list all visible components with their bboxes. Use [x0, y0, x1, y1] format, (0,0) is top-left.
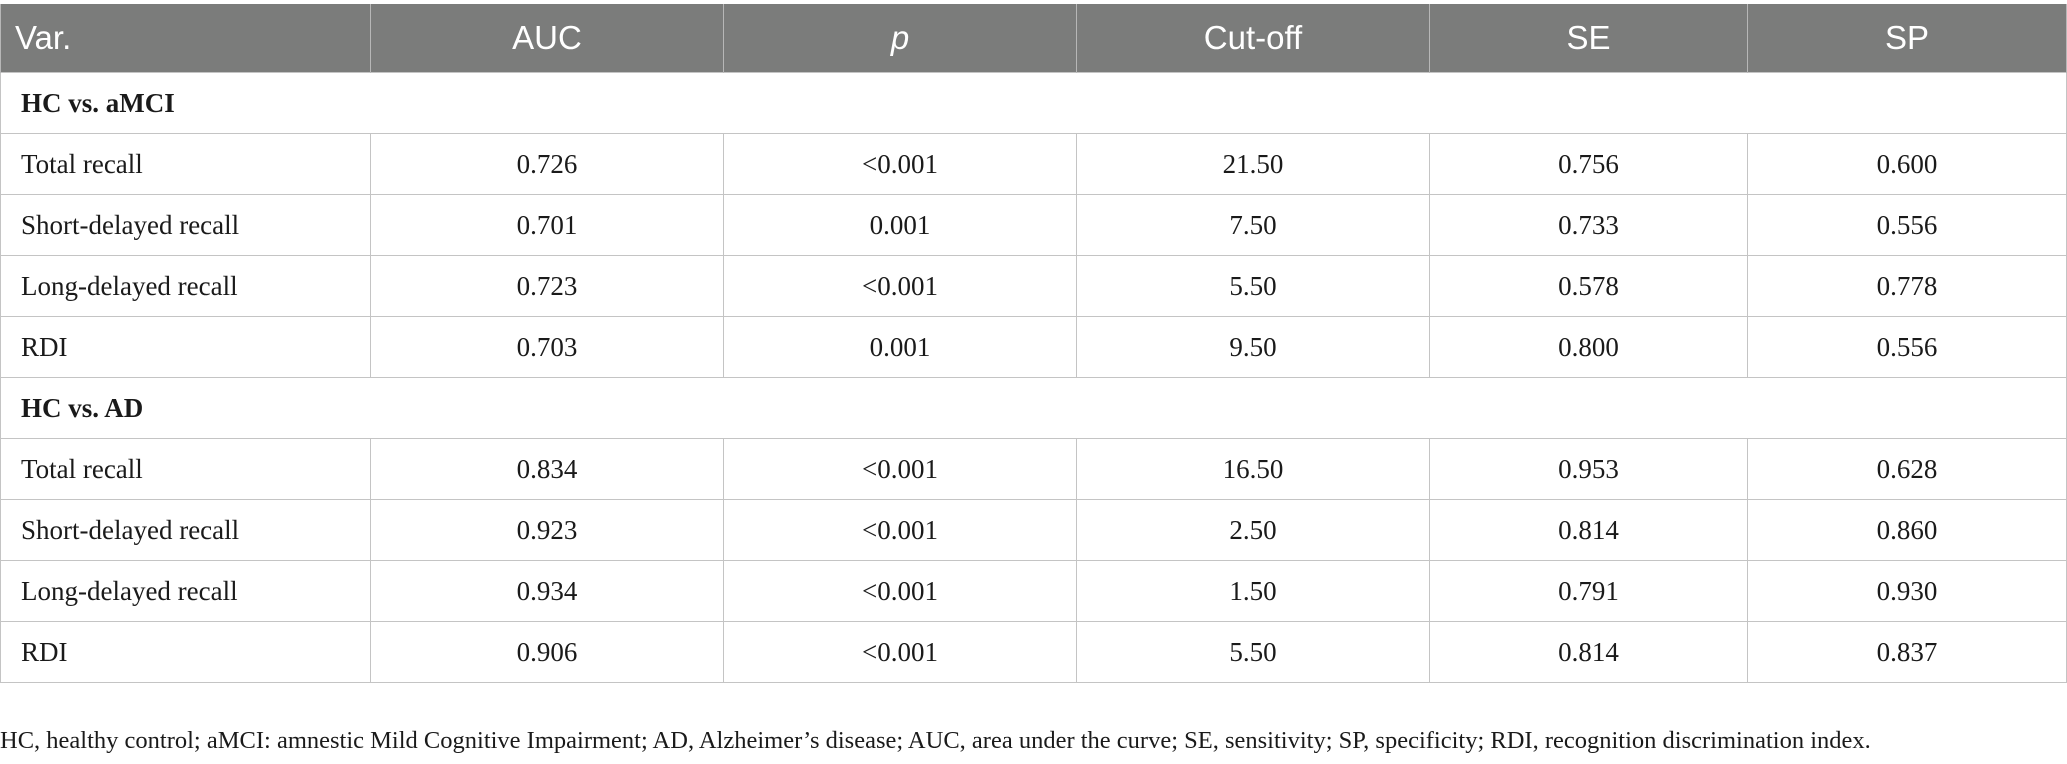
- cell-cutoff: 9.50: [1076, 316, 1430, 378]
- table-row: Long-delayed recall 0.934 <0.001 1.50 0.…: [0, 560, 2067, 622]
- roc-results-table: Var. AUC p Cut-off SE SP HC vs. aMCI Tot…: [0, 4, 2067, 683]
- table-row: Total recall 0.726 <0.001 21.50 0.756 0.…: [0, 133, 2067, 195]
- header-var: Var.: [0, 4, 371, 73]
- cell-var: RDI: [0, 621, 371, 683]
- cell-se: 0.814: [1429, 621, 1748, 683]
- header-se: SE: [1429, 4, 1748, 73]
- group-header-row: HC vs. aMCI: [0, 72, 2067, 134]
- cell-sp: 0.837: [1747, 621, 2067, 683]
- header-p: p: [723, 4, 1077, 73]
- cell-sp: 0.778: [1747, 255, 2067, 317]
- cell-cutoff: 5.50: [1076, 621, 1430, 683]
- table-header: Var. AUC p Cut-off SE SP: [0, 4, 2067, 73]
- cell-sp: 0.860: [1747, 499, 2067, 561]
- results-table-container: Var. AUC p Cut-off SE SP HC vs. aMCI Tot…: [0, 4, 2067, 683]
- group-header-row: HC vs. AD: [0, 377, 2067, 439]
- cell-var: Total recall: [0, 438, 371, 500]
- table-row: RDI 0.906 <0.001 5.50 0.814 0.837: [0, 621, 2067, 683]
- cell-p: <0.001: [723, 560, 1077, 622]
- cell-se: 0.756: [1429, 133, 1748, 195]
- header-cutoff: Cut-off: [1076, 4, 1430, 73]
- cell-se: 0.800: [1429, 316, 1748, 378]
- cell-var: Long-delayed recall: [0, 560, 371, 622]
- table-row: Total recall 0.834 <0.001 16.50 0.953 0.…: [0, 438, 2067, 500]
- cell-auc: 0.726: [370, 133, 724, 195]
- cell-auc: 0.906: [370, 621, 724, 683]
- cell-cutoff: 5.50: [1076, 255, 1430, 317]
- group-label-hc-vs-ad: HC vs. AD: [0, 377, 2067, 439]
- cell-p: 0.001: [723, 316, 1077, 378]
- cell-se: 0.578: [1429, 255, 1748, 317]
- cell-p: <0.001: [723, 621, 1077, 683]
- cell-auc: 0.703: [370, 316, 724, 378]
- cell-auc: 0.701: [370, 194, 724, 256]
- cell-var: Short-delayed recall: [0, 194, 371, 256]
- table-row: RDI 0.703 0.001 9.50 0.800 0.556: [0, 316, 2067, 378]
- cell-cutoff: 21.50: [1076, 133, 1430, 195]
- cell-cutoff: 1.50: [1076, 560, 1430, 622]
- cell-p: <0.001: [723, 438, 1077, 500]
- cell-p: <0.001: [723, 255, 1077, 317]
- cell-cutoff: 16.50: [1076, 438, 1430, 500]
- cell-auc: 0.934: [370, 560, 724, 622]
- group-label-hc-vs-amci: HC vs. aMCI: [0, 72, 2067, 134]
- cell-p: <0.001: [723, 499, 1077, 561]
- cell-p: <0.001: [723, 133, 1077, 195]
- cell-var: Total recall: [0, 133, 371, 195]
- table-row: Short-delayed recall 0.701 0.001 7.50 0.…: [0, 194, 2067, 256]
- table-row: Long-delayed recall 0.723 <0.001 5.50 0.…: [0, 255, 2067, 317]
- cell-p: 0.001: [723, 194, 1077, 256]
- cell-sp: 0.556: [1747, 194, 2067, 256]
- cell-se: 0.733: [1429, 194, 1748, 256]
- table-footnote: HC, healthy control; aMCI: amnestic Mild…: [0, 727, 1871, 754]
- cell-var: RDI: [0, 316, 371, 378]
- cell-sp: 0.556: [1747, 316, 2067, 378]
- table-body: HC vs. aMCI Total recall 0.726 <0.001 21…: [0, 72, 2067, 683]
- cell-se: 0.814: [1429, 499, 1748, 561]
- cell-auc: 0.923: [370, 499, 724, 561]
- cell-se: 0.791: [1429, 560, 1748, 622]
- cell-var: Long-delayed recall: [0, 255, 371, 317]
- header-row: Var. AUC p Cut-off SE SP: [0, 4, 2067, 73]
- header-sp: SP: [1747, 4, 2067, 73]
- cell-sp: 0.930: [1747, 560, 2067, 622]
- cell-sp: 0.628: [1747, 438, 2067, 500]
- cell-var: Short-delayed recall: [0, 499, 371, 561]
- cell-sp: 0.600: [1747, 133, 2067, 195]
- table-row: Short-delayed recall 0.923 <0.001 2.50 0…: [0, 499, 2067, 561]
- cell-cutoff: 7.50: [1076, 194, 1430, 256]
- cell-auc: 0.834: [370, 438, 724, 500]
- cell-se: 0.953: [1429, 438, 1748, 500]
- header-auc: AUC: [370, 4, 724, 73]
- cell-auc: 0.723: [370, 255, 724, 317]
- cell-cutoff: 2.50: [1076, 499, 1430, 561]
